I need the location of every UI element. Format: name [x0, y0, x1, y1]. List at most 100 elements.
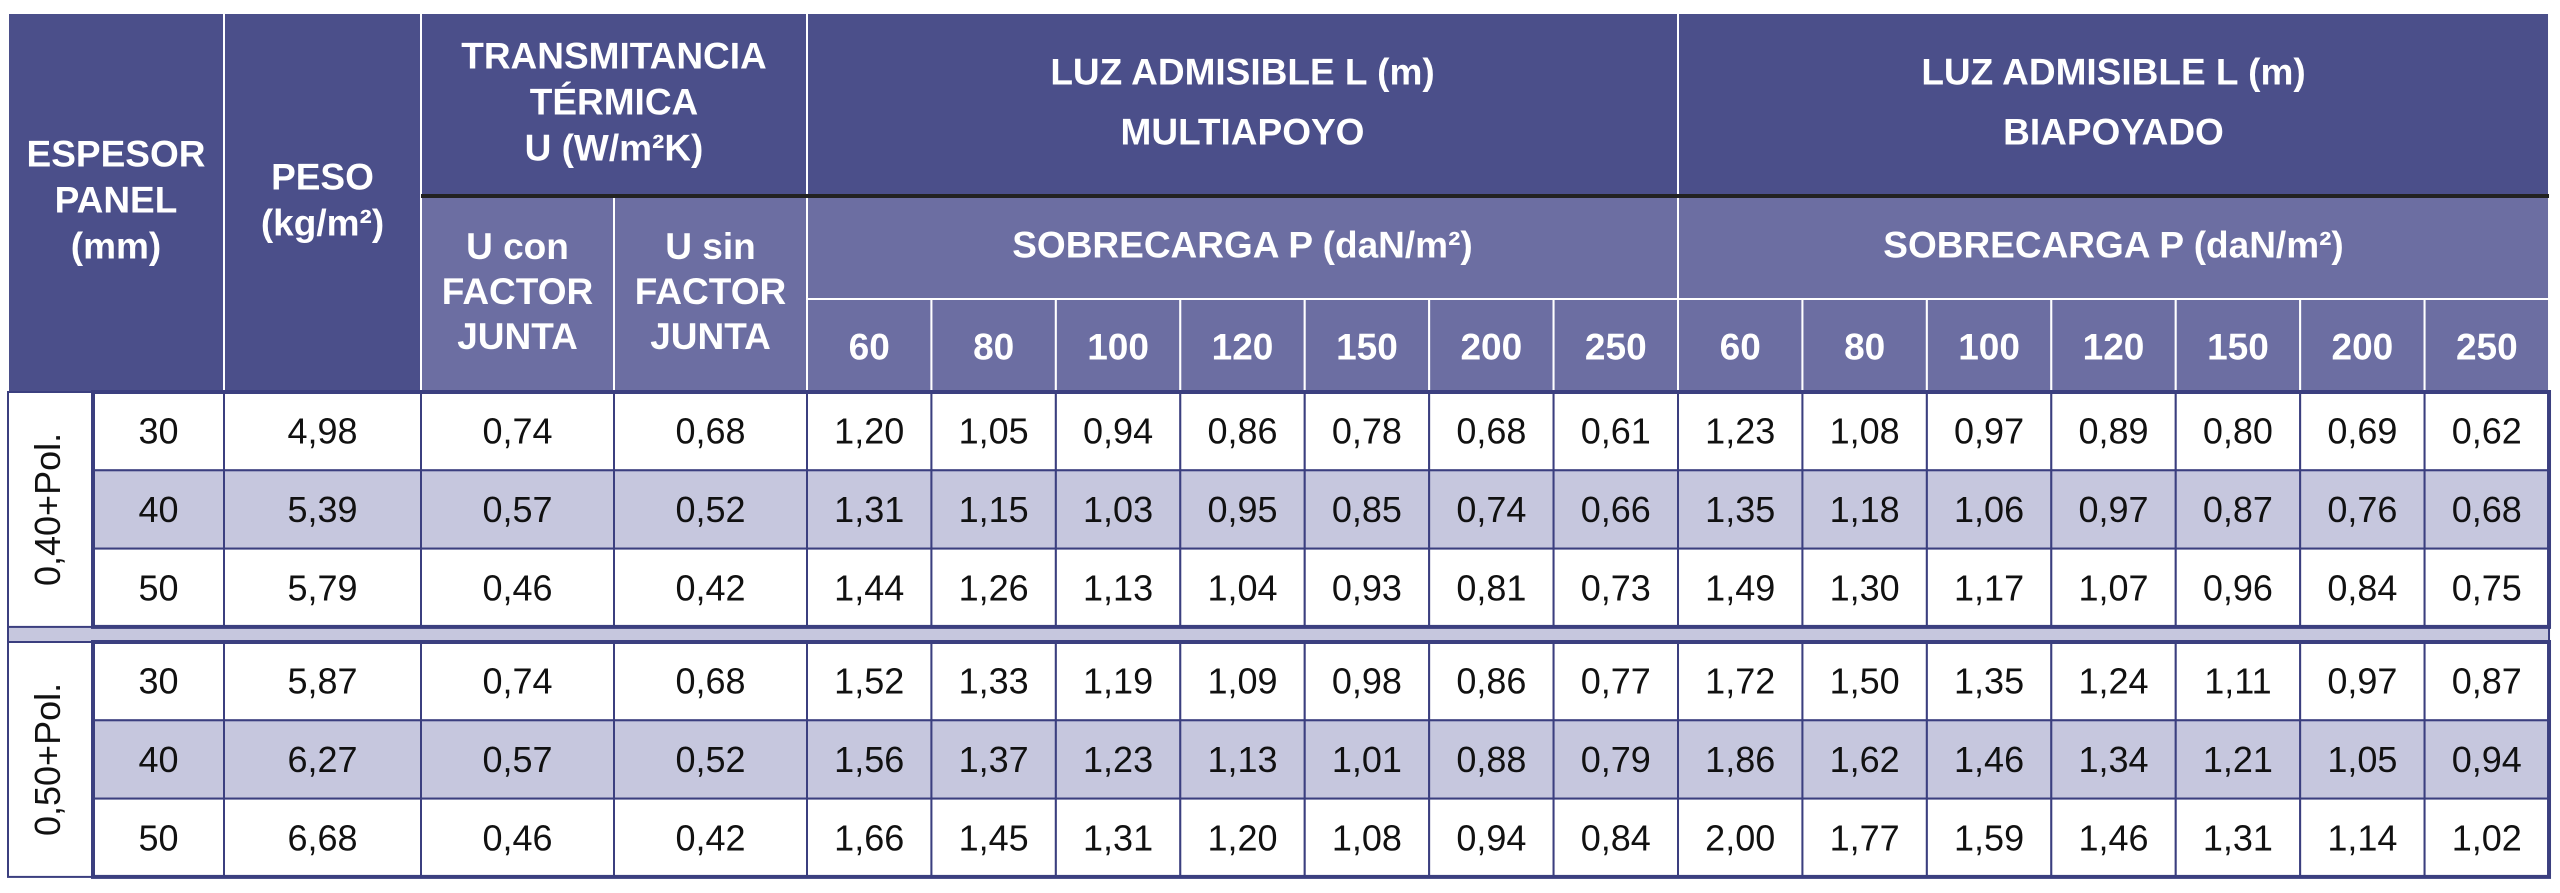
cell	[1179, 298, 1306, 393]
cell	[2299, 547, 2426, 628]
cell-text: 0,81	[1456, 567, 1526, 608]
cell-text: 1,31	[834, 489, 904, 530]
cell-text: 0,86	[1207, 411, 1277, 452]
cell	[2174, 797, 2302, 878]
cell-text: 0,95	[1207, 489, 1277, 530]
cell-text: 0,68	[2452, 489, 2522, 530]
cell	[2299, 298, 2426, 393]
cell-text: 1,02	[2452, 817, 2522, 858]
cell	[1428, 547, 1555, 628]
cell	[2050, 641, 2177, 722]
cell-text: 1,31	[2203, 817, 2273, 858]
cell	[806, 469, 933, 550]
cell	[1801, 469, 1928, 550]
cell	[223, 641, 422, 722]
header-text: 120	[1212, 326, 1274, 367]
cell-text: 1,06	[1954, 489, 2024, 530]
cell-text: 0,84	[1581, 817, 1651, 858]
cell-text: 1,46	[2078, 817, 2148, 858]
cell-text: 1,17	[1954, 567, 2024, 608]
cell-text: 5,79	[287, 567, 357, 608]
header-text: JUNTA	[650, 316, 771, 357]
cell-text: 1,03	[1083, 489, 1153, 530]
cell-text: 1,05	[959, 411, 1029, 452]
cell	[420, 391, 615, 472]
group-border	[91, 640, 2552, 879]
header-text: 100	[1958, 326, 2020, 367]
cell-text: 0,75	[2452, 567, 2522, 608]
cell-text: 1,66	[834, 817, 904, 858]
cell	[613, 195, 808, 393]
cell	[1428, 719, 1555, 800]
cell-text: 0,97	[2327, 661, 2397, 702]
cell-text: 0,77	[1581, 661, 1651, 702]
cell-text: 1,13	[1207, 739, 1277, 780]
cell-text: 0,69	[2327, 411, 2397, 452]
group-border	[91, 390, 2552, 629]
header-text: 60	[849, 326, 890, 367]
cell-text: 1,46	[1954, 739, 2024, 780]
cell	[1054, 641, 1182, 722]
cell-text: 6,27	[287, 739, 357, 780]
header-text: 250	[1585, 326, 1647, 367]
cell	[1925, 797, 2053, 878]
header-text: U (W/m²K)	[525, 127, 704, 168]
cell-text: 40	[138, 739, 178, 780]
cell-text: 0,73	[1581, 567, 1651, 608]
cell-text: 1,21	[2203, 739, 2273, 780]
cell-text: 1,18	[1830, 489, 1900, 530]
cell	[2423, 469, 2551, 550]
header-text: U sin	[665, 226, 755, 267]
cell-text: 1,23	[1083, 739, 1153, 780]
cell-text: 1,30	[1830, 567, 1900, 608]
cell	[806, 641, 933, 722]
cell	[806, 391, 933, 472]
cell	[223, 547, 422, 628]
cell	[1801, 719, 1928, 800]
cell-text: 0,42	[675, 817, 745, 858]
cell-text: 1,26	[959, 567, 1029, 608]
cell	[1552, 547, 1680, 628]
cell	[223, 797, 422, 878]
cell-text: 0,52	[675, 739, 745, 780]
cell	[2050, 719, 2177, 800]
cell-text: 0,52	[675, 489, 745, 530]
cell-text: 1,19	[1083, 661, 1153, 702]
cell	[2174, 547, 2302, 628]
cell	[2423, 719, 2551, 800]
cell-text: 0,74	[1456, 489, 1526, 530]
cell-text: 0,78	[1332, 411, 1402, 452]
header-text: (kg/m²)	[261, 202, 384, 243]
cell-text: 1,33	[959, 661, 1029, 702]
cell-text: 0,94	[1083, 411, 1153, 452]
cell-text: 30	[138, 661, 178, 702]
header-text: SOBRECARGA P (daN/m²)	[1012, 224, 1472, 265]
header-text: TRANSMITANCIA	[461, 35, 767, 76]
cell-text: 1,15	[959, 489, 1029, 530]
cell	[223, 12, 422, 393]
cell	[2050, 298, 2177, 393]
cell-text: 1,50	[1830, 661, 1900, 702]
cell	[2423, 547, 2551, 628]
cell-text: 1,37	[959, 739, 1029, 780]
cell-text: 0,97	[1954, 411, 2024, 452]
cell	[420, 797, 615, 878]
cell	[806, 719, 933, 800]
cell-text: 0,87	[2203, 489, 2273, 530]
cell-text: 0,57	[482, 739, 552, 780]
header-text: 250	[2456, 326, 2518, 367]
cell	[420, 12, 808, 197]
cell-text: 0,86	[1456, 661, 1526, 702]
cell	[92, 719, 225, 800]
cell-text: 1,24	[2078, 661, 2148, 702]
cell	[2174, 719, 2302, 800]
cell-text: 6,68	[287, 817, 357, 858]
cell-text: 1,59	[1954, 817, 2024, 858]
cell-text: 4,98	[287, 411, 357, 452]
cell	[7, 12, 225, 393]
header-text: 200	[1460, 326, 1522, 367]
cell-text: 1,14	[2327, 817, 2397, 858]
cell	[1054, 547, 1182, 628]
cell	[420, 641, 615, 722]
cell-text: 1,62	[1830, 739, 1900, 780]
